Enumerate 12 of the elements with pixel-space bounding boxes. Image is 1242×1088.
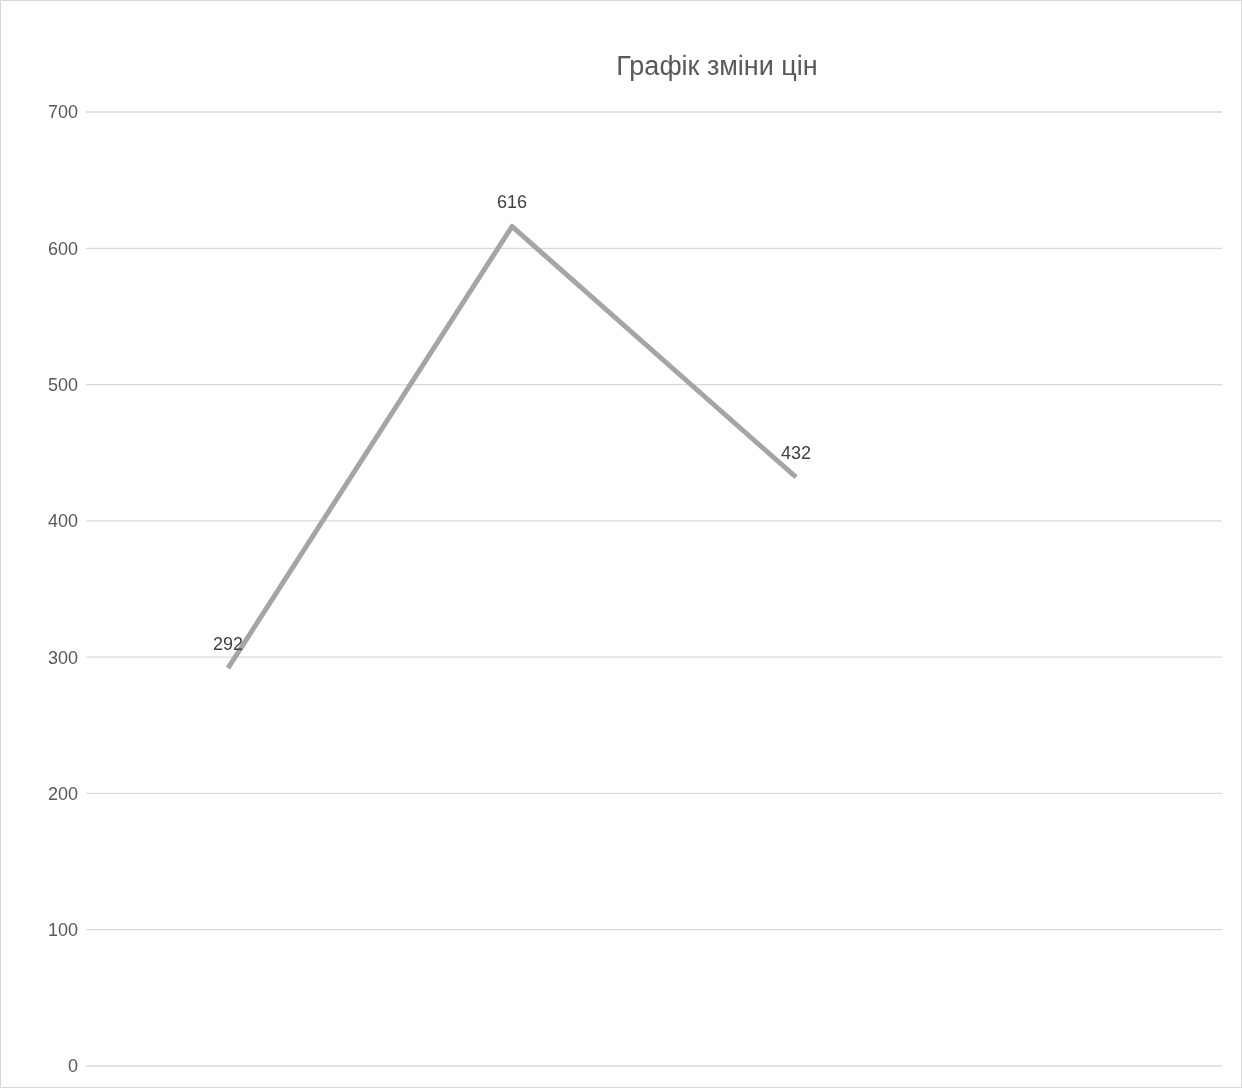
y-tick-label: 100 [47, 920, 78, 941]
data-label: 292 [212, 634, 244, 655]
y-tick-label: 600 [47, 238, 78, 259]
y-tick-label: 0 [67, 1056, 78, 1077]
y-tick-label: 300 [47, 647, 78, 668]
y-tick-label: 500 [47, 374, 78, 395]
y-tick-label: 400 [47, 511, 78, 532]
data-label: 616 [496, 192, 528, 213]
data-label: 432 [780, 443, 812, 464]
chart-title: Графік зміни цін [615, 51, 819, 82]
y-tick-label: 200 [47, 783, 78, 804]
y-tick-label: 700 [47, 102, 78, 123]
